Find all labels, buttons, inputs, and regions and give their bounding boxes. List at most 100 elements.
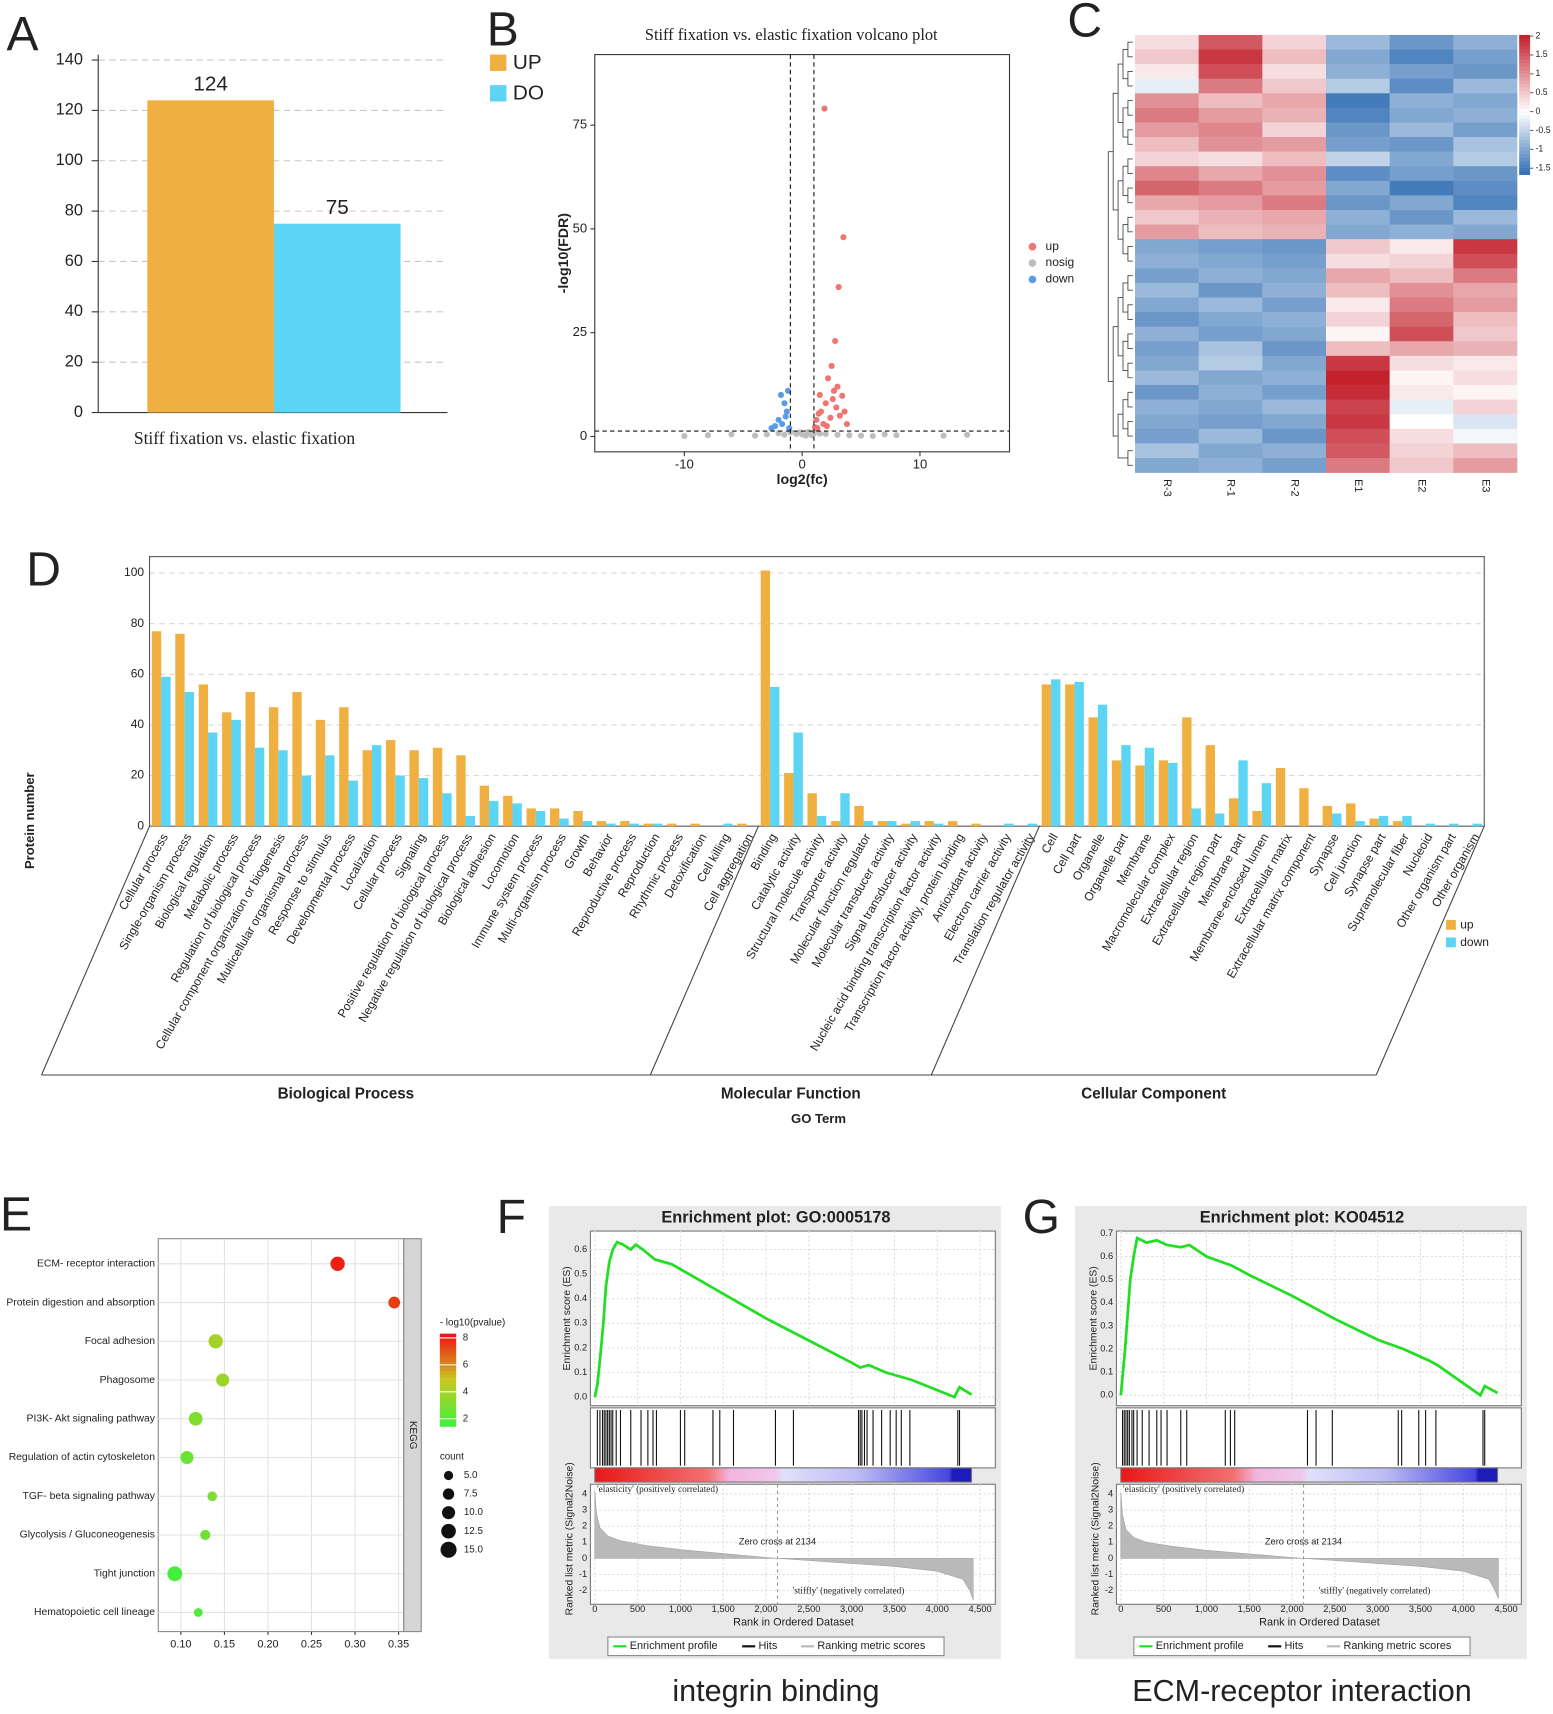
y-axis-label: Protein number [22, 772, 37, 869]
colorbar-step [439, 1392, 457, 1396]
y-tick-label: 0 [580, 428, 587, 443]
bar [1299, 788, 1309, 827]
y-tick-label: 20 [65, 353, 83, 371]
x-tick-label: 0.10 [170, 1639, 191, 1651]
bar [887, 821, 897, 827]
colorbar-step [1519, 34, 1531, 39]
colorbar-tick-label: 1.5 [1536, 49, 1548, 59]
heat-cell [1325, 268, 1390, 284]
dot [188, 1411, 203, 1426]
heat-cell [1325, 209, 1390, 225]
bar [1346, 803, 1356, 827]
y-tick-label: -2 [579, 1585, 587, 1595]
dendrogram-branch [1112, 326, 1119, 437]
heat-cell [1198, 49, 1263, 65]
annotation: 'stiffly' (negatively correlated) [793, 1586, 905, 1596]
heat-cell [1135, 253, 1200, 269]
dendrogram-branch [1127, 187, 1133, 204]
colorbar-step [439, 1420, 457, 1424]
heat-cell [1262, 166, 1327, 182]
point [816, 391, 823, 399]
bar [1111, 760, 1122, 827]
point [839, 392, 846, 399]
y-tick-label: 40 [131, 717, 145, 731]
heat-cell [1453, 399, 1518, 415]
colorbar-step [1519, 125, 1531, 130]
heat-cell [1198, 107, 1263, 123]
heat-cell [1198, 399, 1263, 415]
x-tick-label: 0.25 [301, 1639, 322, 1651]
dendrogram-branch [1117, 63, 1124, 123]
heat-cell [1262, 93, 1327, 109]
group-bracket [649, 825, 759, 1076]
dot [200, 1529, 211, 1541]
heat-cell [1135, 137, 1200, 152]
heat-cell [1135, 370, 1200, 386]
heat-cell [1389, 224, 1454, 240]
x-tick-label: 3,000 [1366, 1604, 1389, 1614]
heat-cell [1453, 209, 1518, 225]
y-tick-label: 100 [56, 151, 83, 169]
bar [161, 676, 171, 827]
legend-label: down [1460, 935, 1489, 949]
point [781, 431, 788, 438]
bar [854, 805, 864, 827]
dot [167, 1566, 183, 1582]
dendrogram-branch [1127, 41, 1133, 58]
hits-panel [589, 1407, 996, 1469]
point [812, 424, 819, 431]
bar [596, 821, 607, 827]
dot [208, 1334, 223, 1349]
y-tick-label: 0 [1108, 1553, 1113, 1563]
colorbar-step [439, 1349, 457, 1353]
heat-cell [1453, 326, 1518, 342]
value-label: 124 [193, 73, 228, 96]
heat-cell [1453, 166, 1518, 182]
metric-area [594, 1490, 974, 1601]
colorbar-step [439, 1380, 457, 1384]
point [782, 413, 789, 420]
heat-cell [1262, 297, 1327, 313]
dendrogram-branch [1122, 282, 1128, 313]
heat-cell [1135, 428, 1200, 444]
dendrogram-branch [1127, 304, 1133, 320]
heat-cell [1135, 341, 1200, 357]
colorbar-step [1519, 80, 1531, 85]
heat-cell [1135, 180, 1200, 196]
colorbar-step [1519, 101, 1531, 106]
legend-box [1133, 1636, 1471, 1657]
legend-label: down [1046, 272, 1075, 286]
colorbar-step [439, 1414, 457, 1418]
dendrogram-branch [1122, 49, 1128, 80]
heat-cell [1389, 239, 1454, 255]
point [777, 391, 784, 399]
y-tick-label: Protein digestion and absorption [6, 1297, 155, 1308]
bar [1252, 810, 1262, 827]
heat-cell [1262, 239, 1327, 255]
bar [1332, 813, 1342, 827]
heat-cell [1325, 399, 1390, 415]
heat-cell [1389, 253, 1454, 269]
y-tick-label: 0.1 [574, 1367, 587, 1377]
x-tick-label: 3,000 [840, 1604, 863, 1614]
bar [1275, 767, 1286, 827]
bar [559, 818, 569, 827]
metric-panel [589, 1483, 996, 1605]
colorbar-step [439, 1383, 457, 1387]
y-tick-label: TGF- beta signaling pathway [23, 1491, 156, 1502]
group-label: Molecular Function [721, 1086, 861, 1103]
heat-cell [1198, 239, 1263, 255]
bar [1261, 783, 1272, 827]
dendrogram-branch [1117, 180, 1124, 240]
heat-cell [1198, 137, 1263, 152]
size-legend-label: 12.5 [464, 1526, 484, 1537]
heat-cell [1325, 370, 1390, 386]
heat-cell [1262, 385, 1327, 400]
heat-cell [1325, 195, 1390, 211]
group-label: Cellular Component [1081, 1086, 1226, 1103]
bar [1097, 704, 1108, 827]
dot [216, 1373, 230, 1387]
heat-cell [1135, 414, 1200, 430]
bar [1355, 821, 1365, 827]
heat-cell [1198, 312, 1263, 328]
